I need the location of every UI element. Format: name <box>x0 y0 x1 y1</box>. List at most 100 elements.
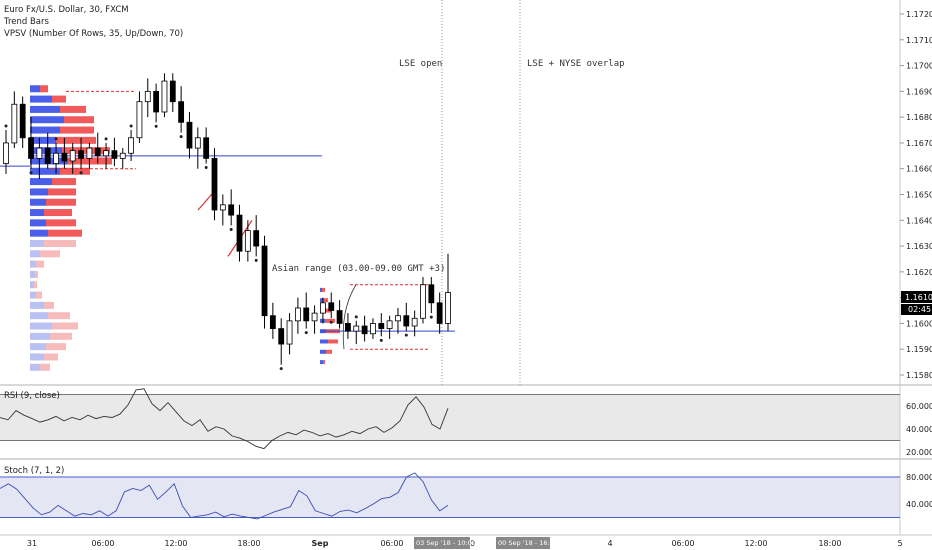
stoch-label[interactable]: Stoch (7, 1, 2) <box>4 466 64 476</box>
time-tick-label: 06:00 <box>380 539 403 548</box>
price-tick-label: 1.15800 <box>906 371 932 380</box>
vp-right-up-bar <box>320 287 322 292</box>
trend-dot <box>4 124 8 128</box>
candle-down <box>303 307 310 322</box>
price-tick-label: 1.17000 <box>906 62 932 71</box>
rsi-label[interactable]: RSI (9, close) <box>4 391 60 401</box>
vp-right-down-bar <box>324 308 331 313</box>
vp-left-down-bar <box>46 219 76 227</box>
candle-up <box>445 292 451 324</box>
candle-down <box>228 204 235 216</box>
lse-open-label: LSE open <box>399 59 442 69</box>
vp-left-up-bar <box>30 281 34 289</box>
trend-dot <box>279 367 283 371</box>
vp-left-up-bar <box>30 260 36 268</box>
vp-left-down-bar <box>48 312 70 320</box>
candles <box>3 73 451 371</box>
time-cursor-text-1: 03 Sep '18 - 10:00 <box>416 539 476 547</box>
vpsv-label[interactable]: VPSV (Number Of Rows, 35, Up/Down, 70) <box>4 29 183 39</box>
trend-dot <box>29 171 33 175</box>
vp-right-up-bar <box>320 339 328 344</box>
candle-up <box>36 147 43 159</box>
vp-left-down-bar <box>44 239 76 247</box>
candle-down <box>169 80 176 103</box>
candle-down <box>378 323 385 329</box>
time-tick-label: 31 <box>27 539 37 548</box>
vp-left-up-bar <box>30 301 44 309</box>
trend-dot <box>179 135 183 139</box>
vp-left-down-bar <box>60 105 86 113</box>
candle-up <box>194 137 201 149</box>
candle-down <box>153 90 160 113</box>
price-tick-label: 1.17100 <box>906 36 932 45</box>
trend-dot <box>229 227 233 231</box>
vp-right-up-bar <box>320 298 323 303</box>
candle-up <box>119 152 126 159</box>
vp-left-down-bar <box>36 260 44 268</box>
candle-up <box>86 147 93 159</box>
price-tick-label: 1.16700 <box>906 139 932 148</box>
time-tick-label: 12:00 <box>164 539 187 548</box>
last-price-badge <box>901 291 932 303</box>
price-tick-label: 1.16400 <box>906 216 932 225</box>
vp-left-up-bar <box>30 363 40 371</box>
trend-dot <box>429 315 433 319</box>
time-tick-label: 06:00 <box>91 539 114 548</box>
trend-dot <box>329 320 333 324</box>
time-cursor-text-2: 00 Sep '18 - 16:30 <box>498 539 558 547</box>
price-tick-label: 1.16800 <box>906 113 932 122</box>
vp-left-down-bar <box>44 301 54 309</box>
vp-left-up-bar <box>30 250 40 258</box>
candle-up <box>136 101 143 139</box>
vp-left-down-bar <box>40 85 48 93</box>
candle-down <box>253 230 260 247</box>
candle-up <box>69 150 76 162</box>
trend-dot <box>79 171 83 175</box>
countdown-badge <box>901 304 932 315</box>
candle-up <box>386 320 393 329</box>
price-axis[interactable]: 1.17200 1.17100 1.17000 1.16900 1.16800 1.167… <box>900 10 932 380</box>
candle-up <box>411 317 418 327</box>
vp-left-down-bar <box>64 116 94 124</box>
vp-left-down-bar <box>34 281 37 289</box>
vp-right-down-bar <box>325 318 335 323</box>
trend-dot <box>154 124 158 128</box>
vp-left-up-bar <box>30 209 44 217</box>
vp-left-down-bar <box>60 167 90 175</box>
vp-left-up-bar <box>30 322 52 330</box>
candle-up <box>395 315 401 322</box>
vp-left-up-bar <box>30 291 36 299</box>
vp-left-down-bar <box>60 126 94 134</box>
vp-left-up-bar <box>30 219 46 227</box>
candle-down <box>278 328 285 345</box>
vp-left-down-bar <box>44 209 72 217</box>
time-tick-label: 18:00 <box>818 539 841 548</box>
vp-left-up-bar <box>30 229 48 237</box>
time-cursor-badge-1 <box>414 537 470 549</box>
candle-down <box>78 150 84 159</box>
trend-dot <box>254 258 258 262</box>
candle-down <box>111 150 118 159</box>
vp-left-up-bar <box>30 353 44 361</box>
time-tick-label: 5 <box>897 539 902 548</box>
countdown-text: 02:45 <box>908 305 931 314</box>
trend-dot <box>104 137 108 141</box>
trend-bars-label[interactable]: Trend Bars <box>3 17 49 27</box>
price-tick-label: 1.16600 <box>906 165 932 174</box>
overlap-label: LSE + NYSE overlap <box>527 59 625 69</box>
time-tick-label: 12:00 <box>744 539 767 548</box>
time-tick-label: 4 <box>607 539 612 548</box>
vp-left-down-bar <box>56 136 96 144</box>
candle-up <box>244 230 251 252</box>
symbol-label[interactable]: Euro Fx/U.S. Dollar, 30, FXCM <box>4 5 129 15</box>
candle-down <box>211 157 218 211</box>
candle-down <box>44 147 51 164</box>
vp-left-up-bar <box>30 85 40 93</box>
vp-right-down-bar <box>323 298 328 303</box>
vp-left-up-bar <box>30 198 46 206</box>
candle-down <box>261 245 268 317</box>
